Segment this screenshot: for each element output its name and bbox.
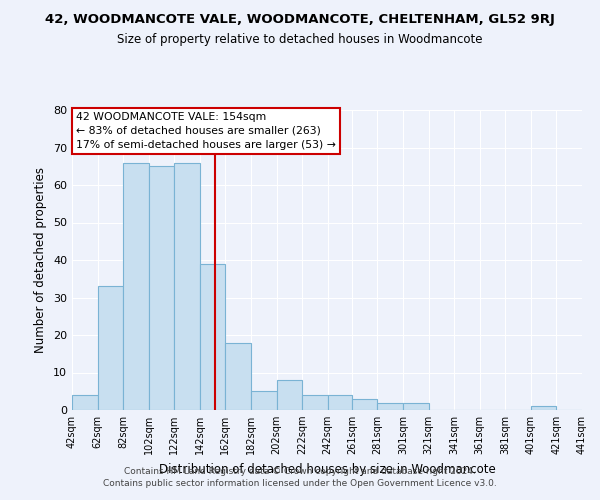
Y-axis label: Number of detached properties: Number of detached properties bbox=[34, 167, 47, 353]
Bar bbox=[200, 264, 226, 410]
Bar bbox=[72, 395, 98, 410]
Bar bbox=[328, 395, 352, 410]
Bar bbox=[277, 380, 302, 410]
Text: Size of property relative to detached houses in Woodmancote: Size of property relative to detached ho… bbox=[117, 32, 483, 46]
Text: Contains HM Land Registry data © Crown copyright and database right 2024.
Contai: Contains HM Land Registry data © Crown c… bbox=[103, 466, 497, 487]
Bar bbox=[302, 395, 328, 410]
Bar bbox=[174, 162, 200, 410]
X-axis label: Distribution of detached houses by size in Woodmancote: Distribution of detached houses by size … bbox=[158, 462, 496, 475]
Bar bbox=[226, 342, 251, 410]
Bar bbox=[403, 402, 428, 410]
Bar bbox=[123, 162, 149, 410]
Text: 42 WOODMANCOTE VALE: 154sqm
← 83% of detached houses are smaller (263)
17% of se: 42 WOODMANCOTE VALE: 154sqm ← 83% of det… bbox=[76, 112, 336, 150]
Bar bbox=[531, 406, 556, 410]
Text: 42, WOODMANCOTE VALE, WOODMANCOTE, CHELTENHAM, GL52 9RJ: 42, WOODMANCOTE VALE, WOODMANCOTE, CHELT… bbox=[45, 12, 555, 26]
Bar bbox=[149, 166, 174, 410]
Bar bbox=[377, 402, 403, 410]
Bar bbox=[251, 391, 277, 410]
Bar bbox=[352, 399, 377, 410]
Bar bbox=[98, 286, 123, 410]
